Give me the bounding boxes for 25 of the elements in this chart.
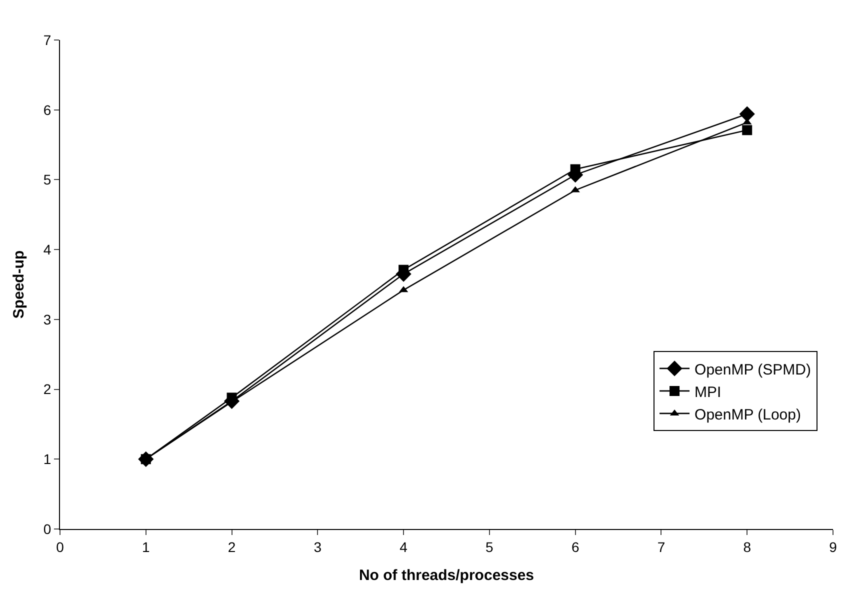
x-axis-title: No of threads/processes xyxy=(358,566,534,584)
point xyxy=(739,106,755,122)
y-tick-label: 2 xyxy=(43,381,52,398)
y-tick-label: 6 xyxy=(43,102,52,118)
x-tick-label: 5 xyxy=(486,538,494,555)
x-tick-label: 8 xyxy=(743,538,752,555)
x-tick-label: 4 xyxy=(400,538,408,555)
y-tick-label: 4 xyxy=(43,241,52,258)
y-tick-label: 3 xyxy=(43,311,52,328)
legend-label: OpenMP (Loop) xyxy=(694,406,801,424)
y-tick-label: 5 xyxy=(43,172,52,188)
x-tick-label: 1 xyxy=(142,538,150,555)
y-axis-title: Speed-up xyxy=(10,250,28,319)
x-tick-label: 9 xyxy=(829,538,838,555)
legend-label: MPI xyxy=(694,384,722,401)
x-tick-label: 6 xyxy=(571,538,580,555)
y-tick-label: 7 xyxy=(43,32,52,48)
y-tick-label: 1 xyxy=(43,451,52,468)
y-tick-label: 0 xyxy=(43,520,52,537)
legend-label: OpenMP (SPMD) xyxy=(694,361,811,378)
x-tick-label: 2 xyxy=(228,538,236,555)
x-tick-label: 3 xyxy=(314,538,322,555)
point xyxy=(742,125,752,136)
x-tick-label: 0 xyxy=(56,538,64,555)
x-tick-label: 7 xyxy=(657,538,666,555)
